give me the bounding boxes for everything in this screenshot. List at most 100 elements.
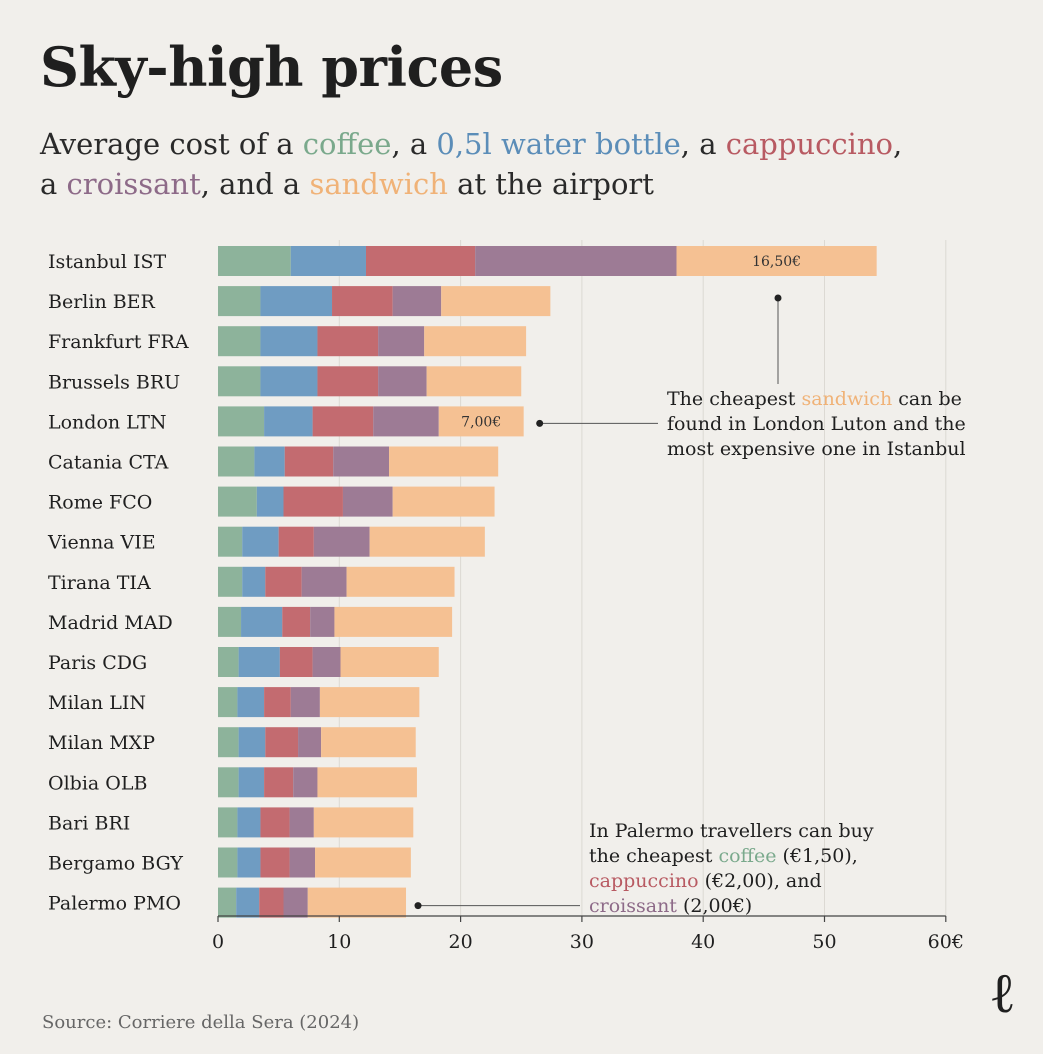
bar-catania-cta-cappuccino [284, 446, 334, 477]
x-tick-label: 20 [449, 931, 473, 953]
bar-madrid-mad-coffee [218, 606, 242, 637]
annotation-text: In Palermo travellers can buy [589, 820, 874, 842]
callout-dot-palermo [414, 902, 422, 910]
annotation-line: In Palermo travellers can buy [589, 820, 874, 842]
bar-olbia-olb-sandwich [317, 767, 417, 798]
bar-istanbul-ist-cappuccino [365, 246, 476, 276]
bar-tirana-tia-croissant [301, 566, 347, 597]
category-label-frankfurt-fra: Frankfurt FRA [48, 331, 189, 353]
bar-brussels-bru-coffee [218, 366, 261, 397]
bar-olbia-olb-cappuccino [264, 767, 294, 798]
bar-london-ltn-0-5l-water-bottle [264, 406, 313, 437]
x-tick-label: 60€ [928, 931, 964, 953]
bar-brussels-bru-0-5l-water-bottle [260, 366, 318, 397]
bar-olbia-olb-0-5l-water-bottle [238, 767, 265, 798]
category-label-bari-bri: Bari BRI [48, 812, 130, 834]
annotation-text: the cheapest [589, 845, 718, 867]
bar-brussels-bru-cappuccino [317, 366, 379, 397]
subtitle: Average cost of a coffee , a 0,5l water b… [40, 124, 1030, 204]
bar-milan-lin-0-5l-water-bottle [237, 687, 265, 718]
bar-bari-bri-croissant [289, 807, 314, 838]
annotation-keyword: coffee [718, 845, 776, 867]
category-label-milan-mxp: Milan MXP [48, 732, 155, 754]
bar-bergamo-bgy-0-5l-water-bottle [237, 847, 261, 878]
bar-palermo-pmo-sandwich [307, 887, 407, 918]
annotation-text: (€1,50), [777, 845, 858, 867]
bar-frankfurt-fra-cappuccino [317, 326, 379, 357]
bar-istanbul-ist-croissant [475, 246, 677, 276]
bar-berlin-ber-croissant [392, 286, 442, 317]
bar-vienna-vie-croissant [313, 526, 370, 557]
category-label-london-ltn: London LTN [48, 411, 167, 433]
bar-milan-mxp-cappuccino [265, 727, 299, 758]
bar-paris-cdg-coffee [218, 647, 239, 677]
bar-bergamo-bgy-sandwich [315, 847, 411, 878]
category-label-madrid-mad: Madrid MAD [48, 612, 173, 634]
bar-tirana-tia-cappuccino [265, 566, 302, 597]
subtitle-text: Average cost of a [40, 127, 303, 161]
bar-milan-mxp-croissant [298, 727, 322, 758]
annotation-line: cappuccino (€2,00), and [589, 870, 822, 892]
subtitle-keyword-sandwich: sandwich [309, 167, 448, 201]
bar-catania-cta-sandwich [389, 446, 499, 477]
annotation-keyword: cappuccino [589, 870, 699, 892]
bar-value-label: 16,50€ [752, 254, 801, 270]
annotation-text: (2,00€) [677, 895, 752, 917]
bar-milan-mxp-0-5l-water-bottle [238, 727, 266, 758]
bar-milan-lin-cappuccino [264, 687, 291, 718]
subtitle-keyword-0-5l-water-bottle: 0,5l water bottle [436, 127, 681, 161]
bar-catania-cta-coffee [218, 446, 255, 477]
bar-bari-bri-cappuccino [260, 807, 290, 838]
bar-catania-cta-croissant [333, 446, 390, 477]
bar-palermo-pmo-0-5l-water-bottle [236, 887, 260, 918]
bar-madrid-mad-sandwich [334, 606, 453, 637]
category-label-rome-fco: Rome FCO [48, 492, 152, 514]
bar-palermo-pmo-cappuccino [259, 887, 284, 918]
callout-dot-istanbul [774, 294, 782, 302]
category-label-istanbul-ist: Istanbul IST [48, 251, 166, 273]
category-label-palermo-pmo: Palermo PMO [48, 893, 181, 915]
bar-istanbul-ist-sandwich [676, 246, 877, 276]
bar-brussels-bru-croissant [378, 366, 427, 397]
bar-vienna-vie-cappuccino [278, 526, 314, 557]
bar-value-label: 7,00€ [461, 414, 501, 430]
bar-paris-cdg-sandwich [340, 647, 439, 677]
bar-milan-lin-sandwich [319, 687, 420, 718]
bar-tirana-tia-sandwich [346, 566, 455, 597]
bar-madrid-mad-cappuccino [282, 606, 311, 637]
bar-bari-bri-coffee [218, 807, 238, 838]
bar-brussels-bru-sandwich [426, 366, 522, 397]
bar-milan-mxp-coffee [218, 727, 239, 758]
category-label-paris-cdg: Paris CDG [48, 652, 147, 674]
subtitle-text: , a [680, 127, 726, 161]
annotation-text: can be [892, 388, 962, 410]
bar-paris-cdg-croissant [312, 647, 341, 677]
bar-olbia-olb-croissant [293, 767, 318, 798]
subtitle-keyword-coffee: coffee [302, 127, 392, 161]
bar-tirana-tia-0-5l-water-bottle [242, 566, 266, 597]
annotation-text: found in London Luton and the [667, 413, 966, 435]
bar-bari-bri-sandwich [313, 807, 414, 838]
bar-frankfurt-fra-croissant [378, 326, 425, 357]
bar-paris-cdg-cappuccino [279, 647, 313, 677]
subtitle-keyword-croissant: croissant [66, 167, 201, 201]
category-label-tirana-tia: Tirana TIA [48, 572, 151, 594]
bar-istanbul-ist-0-5l-water-bottle [290, 246, 366, 276]
x-tick-label: 10 [327, 931, 351, 953]
bar-london-ltn-croissant [373, 406, 439, 437]
category-label-bergamo-bgy: Bergamo BGY [48, 853, 183, 875]
bar-madrid-mad-croissant [310, 606, 335, 637]
callout-dot-london [536, 419, 544, 427]
bar-tirana-tia-coffee [218, 566, 243, 597]
bar-rome-fco-cappuccino [283, 486, 343, 517]
category-label-berlin-ber: Berlin BER [48, 291, 156, 313]
x-tick-label: 0 [212, 931, 224, 953]
bar-bergamo-bgy-coffee [218, 847, 238, 878]
bar-vienna-vie-sandwich [369, 526, 485, 557]
category-label-catania-cta: Catania CTA [48, 452, 169, 474]
subtitle-text: , [892, 127, 903, 161]
source-note: Source: Corriere della Sera (2024) [42, 1012, 360, 1033]
bar-rome-fco-sandwich [392, 486, 495, 517]
